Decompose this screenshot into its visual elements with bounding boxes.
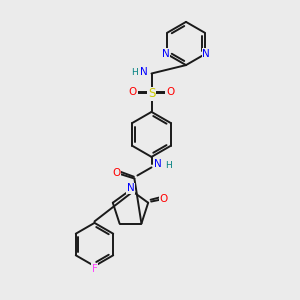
Text: O: O	[129, 87, 137, 98]
Text: N: N	[154, 159, 162, 169]
Text: F: F	[92, 263, 98, 274]
Text: H: H	[165, 161, 171, 170]
Text: S: S	[148, 87, 155, 100]
Text: O: O	[166, 87, 174, 98]
Text: N: N	[202, 49, 210, 59]
Text: O: O	[112, 167, 121, 178]
Text: O: O	[160, 194, 168, 204]
Text: N: N	[162, 49, 170, 59]
Text: N: N	[127, 183, 134, 194]
Text: N: N	[140, 67, 148, 77]
Text: H: H	[131, 68, 138, 77]
